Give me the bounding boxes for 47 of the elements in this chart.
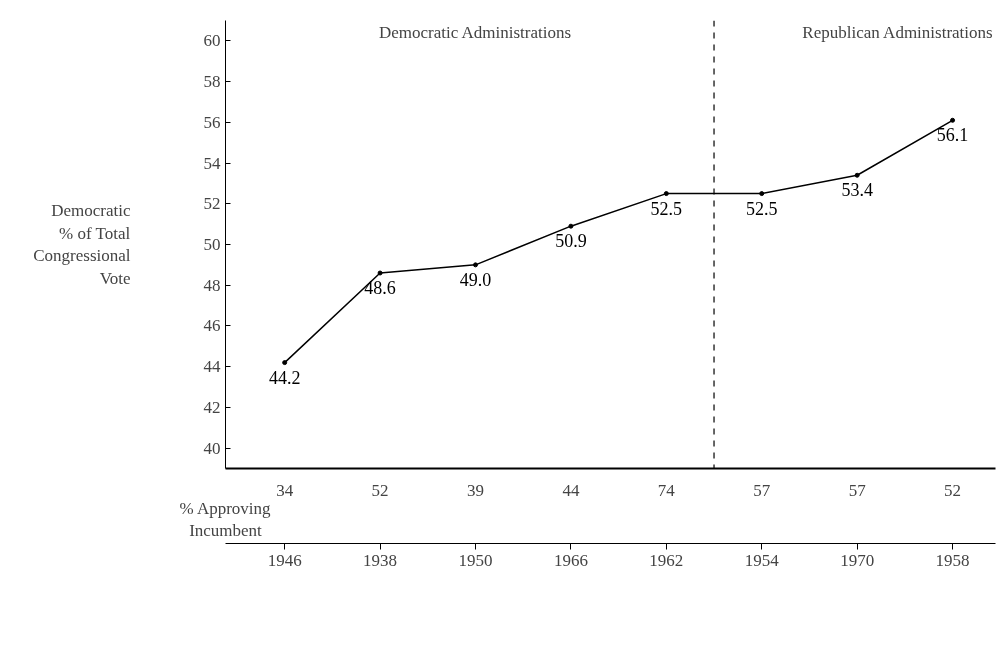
text: 52.5 [745,198,778,219]
annotation: Republican Administrations [802,22,993,42]
y-tick-label: 42 [203,397,221,417]
y-tick-label: 52 [203,194,221,214]
x-tick-label: 1958 [935,550,970,570]
x-tick-label: 1950 [458,550,493,570]
text: 52.5 [650,198,683,219]
x-tick-label: 1966 [553,550,588,570]
text: 44 [562,480,580,500]
y-tick-label: 54 [203,153,221,173]
y-tick-label: 48 [203,275,221,295]
y-tick-label: 50 [203,235,221,254]
point [663,191,669,197]
y-tick-label: 60 [203,31,221,51]
text: 49.0 [459,269,492,290]
point [282,360,288,366]
text: 52 [371,480,389,500]
text: 50.9 [555,231,587,252]
text: 52 [944,480,962,500]
text: 57 [848,480,867,500]
x-tick-label: 1954 [744,550,780,570]
x-tick-label: 1962 [649,550,684,570]
y-tick-label: 44 [203,357,221,377]
text: 57 [753,480,771,500]
y-tick-label: 58 [203,72,221,92]
y-tick-label: 46 [203,316,221,336]
y-tick-label: 40 [203,438,221,458]
text: 34 [276,480,294,500]
text: 44.2 [268,367,301,388]
point [854,172,860,178]
x-tick-label: 1946 [267,550,302,570]
x-tick-label: 1938 [363,550,398,570]
point [568,223,574,229]
point [472,262,478,268]
text: 53.4 [841,180,873,201]
point [950,117,956,123]
text: 39 [466,480,484,500]
text: 74 [657,480,676,500]
y-tick-label: 56 [203,112,221,132]
point [759,191,765,197]
text: 56.1 [936,125,969,146]
text: % Approving Incumbent [179,498,272,541]
x-tick-label: 1970 [840,550,875,570]
point [377,270,383,276]
annotation: Democratic Administrations [378,22,572,42]
y-axis-title: Democratic % of Total Congressional Vote [33,200,131,289]
text: 48.6 [364,278,396,299]
